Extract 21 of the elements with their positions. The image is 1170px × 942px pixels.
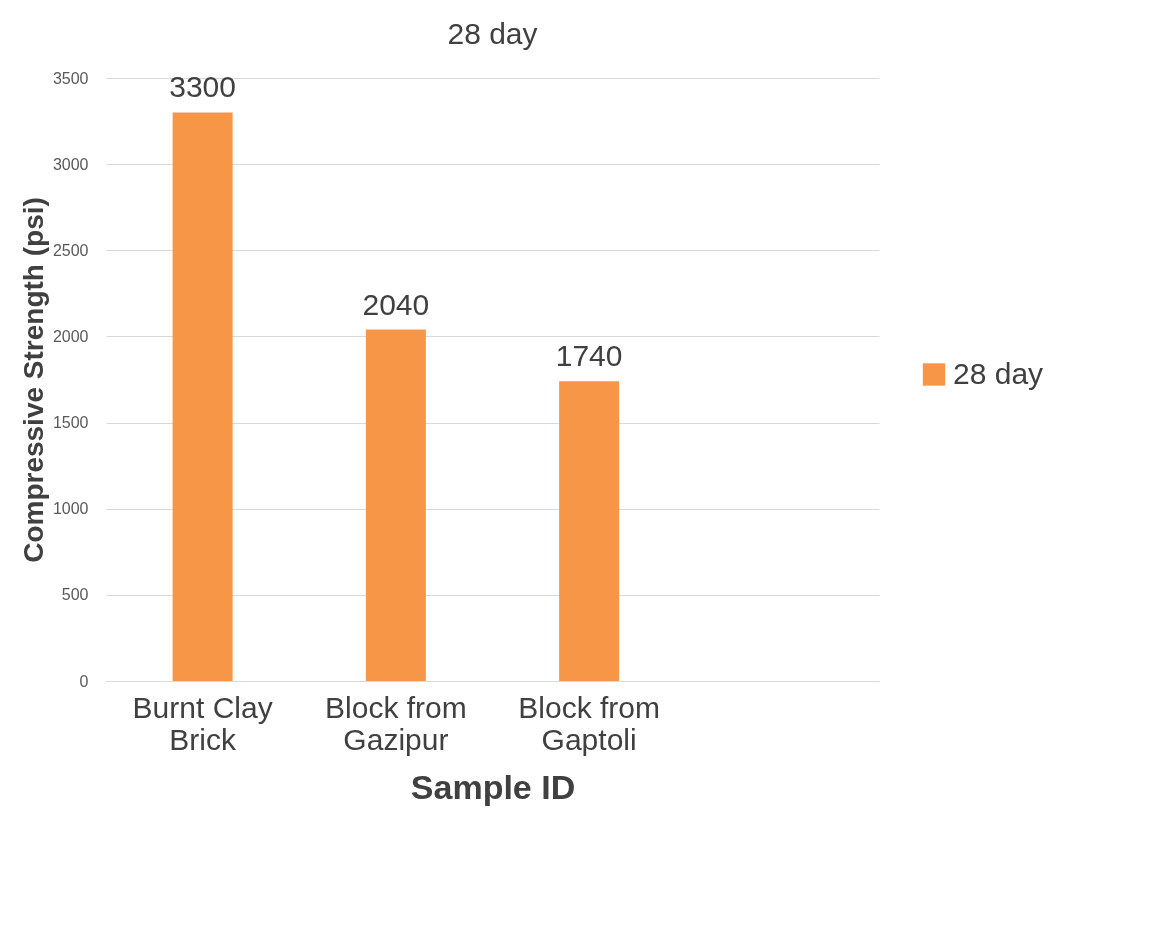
- x-tick-label: Block from Gaptoli: [518, 690, 660, 756]
- data-label: 3300: [169, 70, 236, 104]
- y-tick-label: 0: [79, 672, 89, 690]
- data-label: 1740: [555, 339, 623, 373]
- y-tick-label: 3500: [52, 69, 89, 87]
- y-tick-label: 2000: [52, 327, 89, 345]
- legend-label: 28 day: [953, 356, 1044, 390]
- y-tick-label: 500: [61, 586, 89, 604]
- data-label: 2040: [362, 287, 430, 321]
- bar: [365, 329, 426, 681]
- chart-title: 28 day: [447, 17, 538, 50]
- bar: [559, 381, 620, 681]
- y-axis-title: Compressive Strength (psi): [17, 197, 49, 563]
- y-tick-label: 1000: [52, 500, 89, 518]
- x-axis-title: Sample ID: [410, 767, 576, 806]
- x-tick-label: Burnt Clay Brick: [132, 690, 273, 756]
- x-tick-label: Block from Gazipur: [325, 690, 467, 756]
- y-tick-label: 3000: [52, 155, 89, 173]
- bar: [172, 112, 233, 681]
- y-tick-label: 2500: [52, 241, 89, 259]
- y-tick-label: 1500: [52, 414, 89, 432]
